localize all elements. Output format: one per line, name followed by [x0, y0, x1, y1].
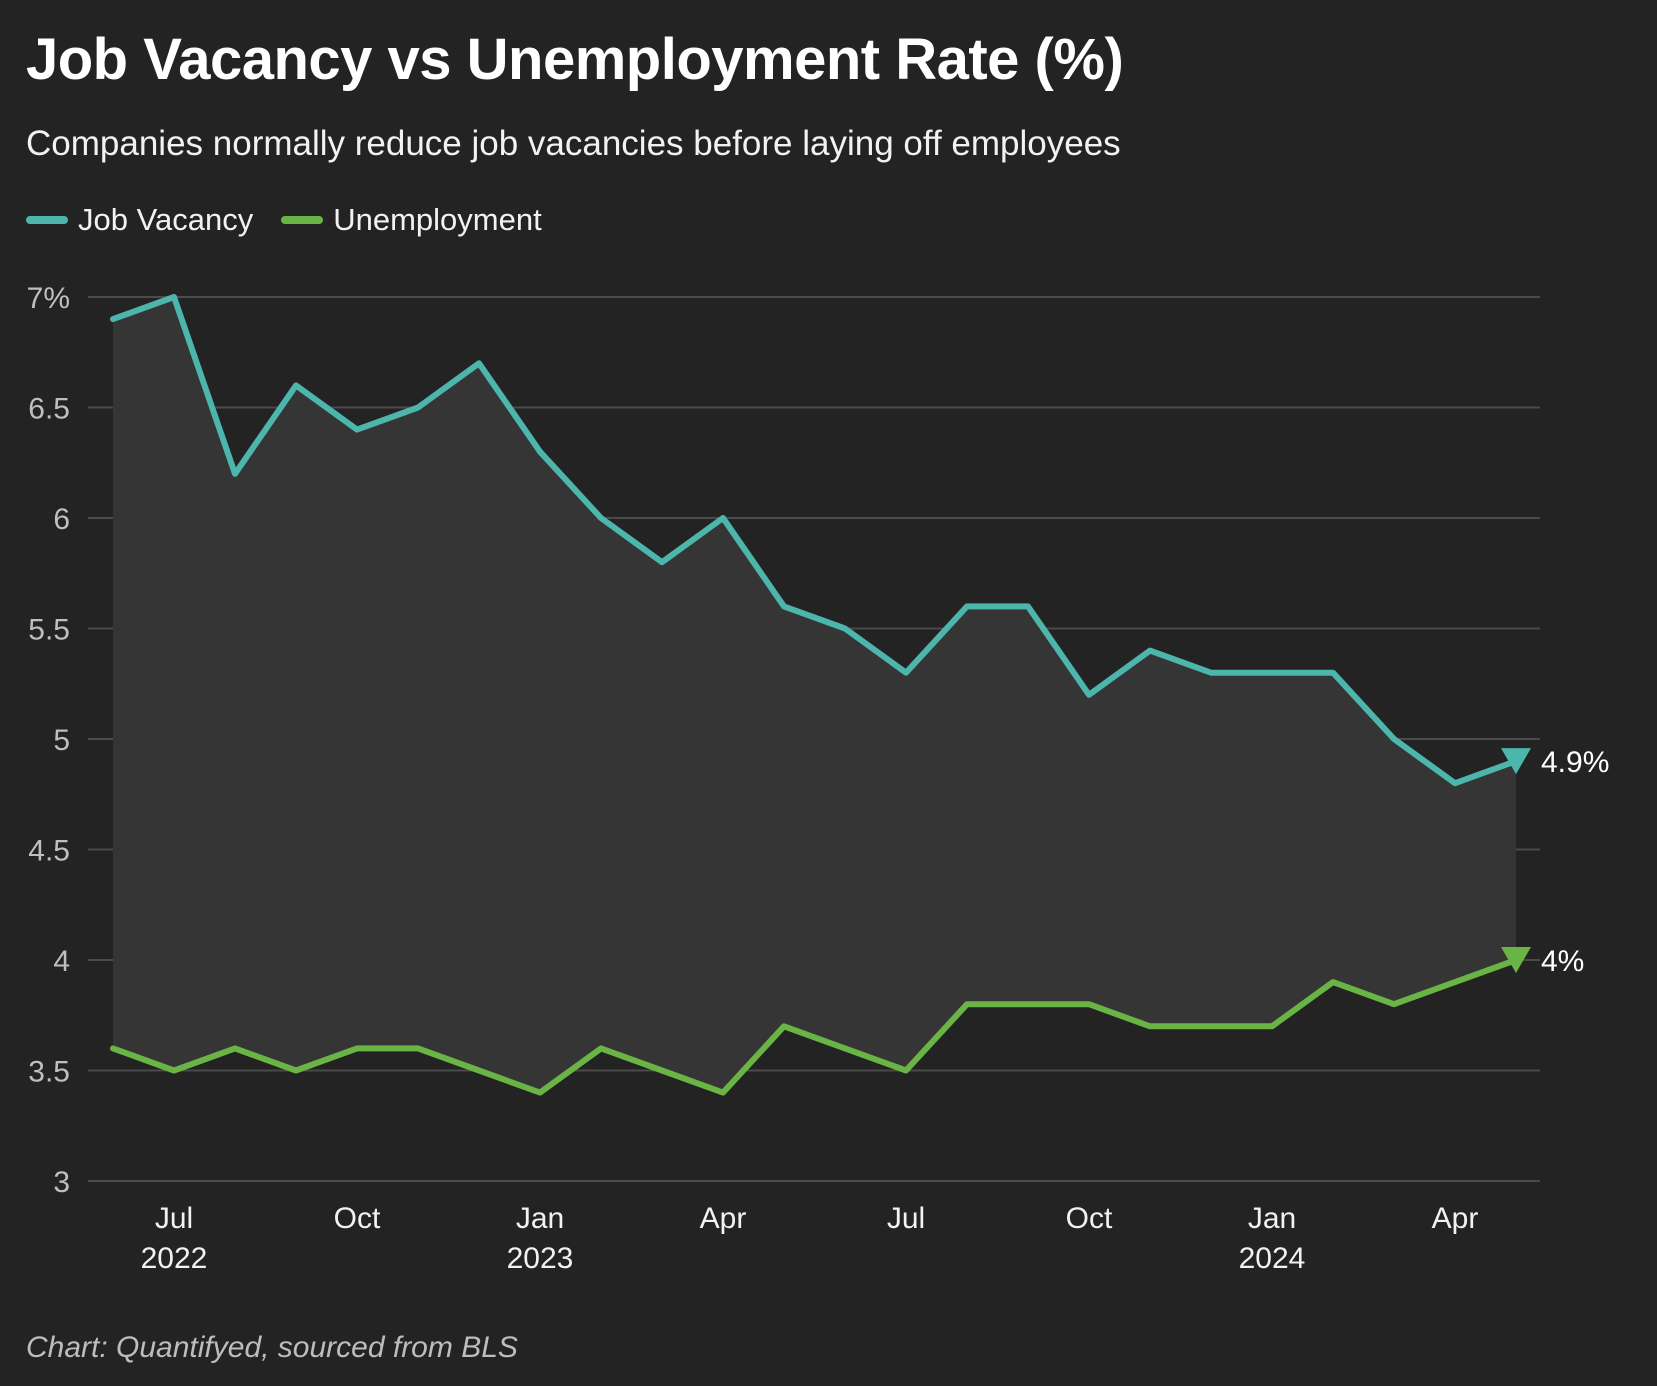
y-tick-label: 3.5: [28, 1056, 70, 1089]
gap-area: [113, 297, 1516, 1093]
x-tick-label: Jul: [155, 1202, 193, 1235]
x-tick-label: Apr: [1432, 1202, 1479, 1235]
legend: Job Vacancy Unemployment: [26, 202, 542, 238]
legend-label-unemployment: Unemployment: [333, 202, 542, 237]
chart-title: Job Vacancy vs Unemployment Rate (%): [26, 27, 1124, 92]
x-tick-label: Oct: [1066, 1202, 1113, 1235]
x-tick-year-label: 2022: [141, 1242, 208, 1275]
chart-subtitle: Companies normally reduce job vacancies …: [26, 124, 1121, 163]
y-tick-label: 4.5: [28, 835, 70, 868]
legend-swatch-job-vacancy: [26, 216, 68, 224]
legend-label-job-vacancy: Job Vacancy: [78, 202, 254, 237]
end-marker-unemployment: [1501, 947, 1531, 973]
y-tick-label: 5: [53, 724, 70, 757]
end-label-unemployment: 4%: [1541, 945, 1584, 978]
y-tick-label: 5.5: [28, 614, 70, 647]
legend-item-job-vacancy: Job Vacancy: [26, 202, 253, 238]
legend-swatch-unemployment: [281, 216, 324, 224]
y-tick-label: 7%: [27, 282, 70, 315]
end-marker-job-vacancy: [1501, 748, 1531, 775]
y-tick-label: 3: [53, 1166, 70, 1199]
y-tick-label: 4: [53, 945, 70, 978]
x-tick-label: Jul: [887, 1202, 925, 1235]
source-note: Chart: Quantifyed, sourced from BLS: [26, 1331, 518, 1364]
legend-item-unemployment: Unemployment: [281, 202, 542, 238]
y-tick-label: 6.5: [28, 393, 70, 426]
x-tick-label: Jan: [516, 1202, 564, 1235]
x-tick-year-label: 2023: [507, 1242, 574, 1275]
x-tick-label: Apr: [700, 1202, 747, 1235]
x-tick-label: Oct: [334, 1202, 381, 1235]
end-label-job-vacancy: 4.9%: [1541, 746, 1609, 779]
series-line-job-vacancy: [110, 294, 1519, 787]
x-tick-label: Jan: [1248, 1202, 1296, 1235]
x-tick-year-label: 2024: [1239, 1242, 1306, 1275]
y-tick-label: 6: [53, 503, 70, 536]
series-line-unemployment: [110, 957, 1519, 1096]
